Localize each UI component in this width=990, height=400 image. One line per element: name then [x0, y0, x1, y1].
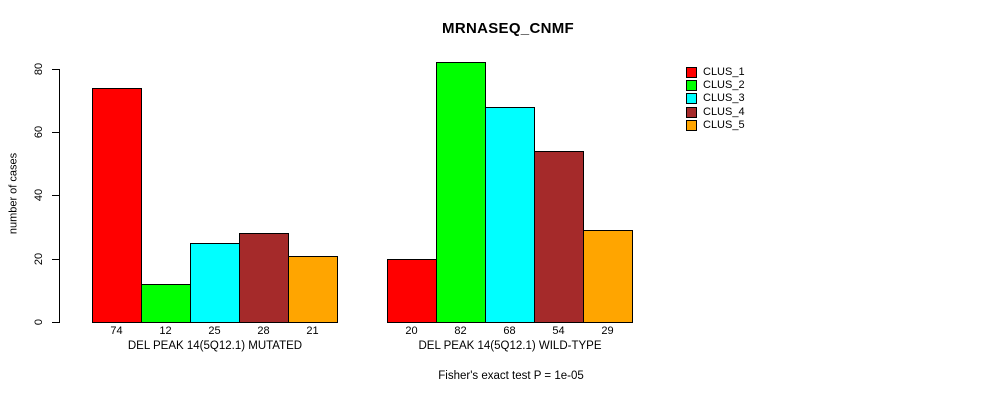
legend-swatch-clus_1 [686, 67, 697, 78]
legend-swatch-clus_2 [686, 80, 697, 91]
legend-label-clus_5: CLUS_5 [703, 119, 745, 131]
legend-swatch-clus_5 [686, 120, 697, 131]
y-axis-tick [52, 132, 59, 133]
bar-value-label: 21 [306, 325, 319, 337]
bar-clus_5-group0 [288, 256, 338, 323]
x-axis-group-label-mutated: DEL PEAK 14(5Q12.1) MUTATED [127, 340, 303, 352]
bar-clus_3-group1 [485, 107, 535, 323]
bar-clus_2-group0 [141, 284, 191, 323]
bar-value-label: 28 [257, 325, 270, 337]
legend-label-clus_4: CLUS_4 [703, 106, 745, 118]
legend-label-clus_2: CLUS_2 [703, 79, 745, 91]
y-axis-tick-label: 60 [33, 125, 45, 139]
legend-swatch-clus_3 [686, 93, 697, 104]
y-axis-line [59, 69, 60, 323]
bar-clus_3-group0 [190, 243, 240, 323]
bar-value-label: 68 [503, 325, 516, 337]
y-axis-tick [52, 259, 59, 260]
y-axis-tick [52, 195, 59, 196]
y-axis-tick [52, 69, 59, 70]
y-axis-tick [52, 322, 59, 323]
bar-clus_1-group0 [92, 88, 142, 323]
bar-value-label: 29 [601, 325, 614, 337]
fisher-test-footnote: Fisher's exact test P = 1e-05 [438, 370, 584, 382]
y-axis-label: number of cases [7, 152, 20, 235]
bar-value-label: 74 [110, 325, 123, 337]
bar-value-label: 25 [208, 325, 221, 337]
y-axis-tick-label: 0 [33, 318, 45, 326]
chart-title: MRNASEQ_CNMF [442, 20, 574, 37]
y-axis-tick-label: 20 [33, 252, 45, 266]
y-axis-tick-label: 40 [33, 188, 45, 202]
bar-value-label: 82 [454, 325, 467, 337]
x-axis-group-label-wild-type: DEL PEAK 14(5Q12.1) WILD-TYPE [418, 340, 602, 352]
legend-swatch-clus_4 [686, 107, 697, 118]
bar-clus_1-group1 [387, 259, 437, 323]
bar-clus_2-group1 [436, 62, 486, 323]
bar-clus_4-group1 [534, 151, 584, 323]
bar-clus_4-group0 [239, 233, 289, 323]
bar-value-label: 12 [159, 325, 172, 337]
bar-value-label: 20 [405, 325, 418, 337]
legend-label-clus_1: CLUS_1 [703, 66, 745, 78]
bar-clus_5-group1 [583, 230, 633, 323]
y-axis-tick-label: 80 [33, 62, 45, 76]
bar-value-label: 54 [552, 325, 565, 337]
legend-label-clus_3: CLUS_3 [703, 92, 745, 104]
